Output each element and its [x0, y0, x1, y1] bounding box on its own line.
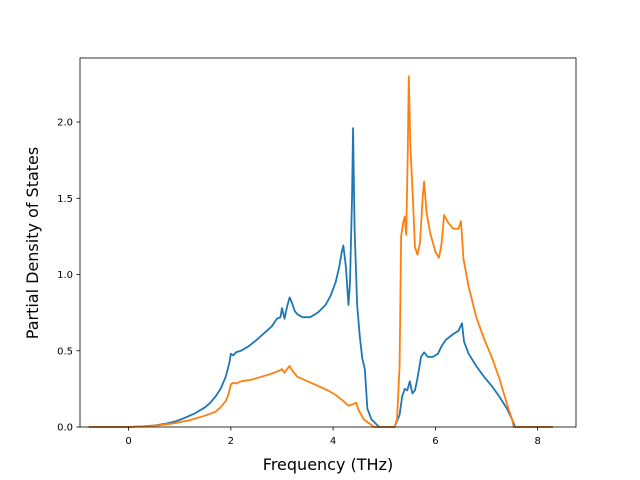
x-axis-label: Frequency (THz)	[263, 455, 393, 474]
x-tick-label: 2	[228, 436, 234, 447]
y-tick-label: 1.0	[57, 270, 73, 281]
axes-frame	[79, 57, 577, 428]
x-tick-label: 8	[534, 436, 540, 447]
y-tick-label: 0.0	[57, 423, 73, 434]
ticks-layer: 0 2 4 6 8 0.0 0.5 1.0 1.5 2.0	[57, 118, 541, 447]
x-tick-label: 0	[125, 436, 131, 447]
y-axis-label: Partial Density of States	[23, 147, 42, 339]
y-tick-label: 1.5	[57, 194, 73, 205]
series-line-1	[88, 127, 553, 428]
y-tick-label: 0.5	[57, 346, 73, 357]
y-tick-label: 2.0	[57, 118, 73, 129]
x-tick-label: 6	[432, 436, 438, 447]
series-layer	[88, 75, 553, 428]
x-tick-label: 4	[330, 436, 336, 447]
